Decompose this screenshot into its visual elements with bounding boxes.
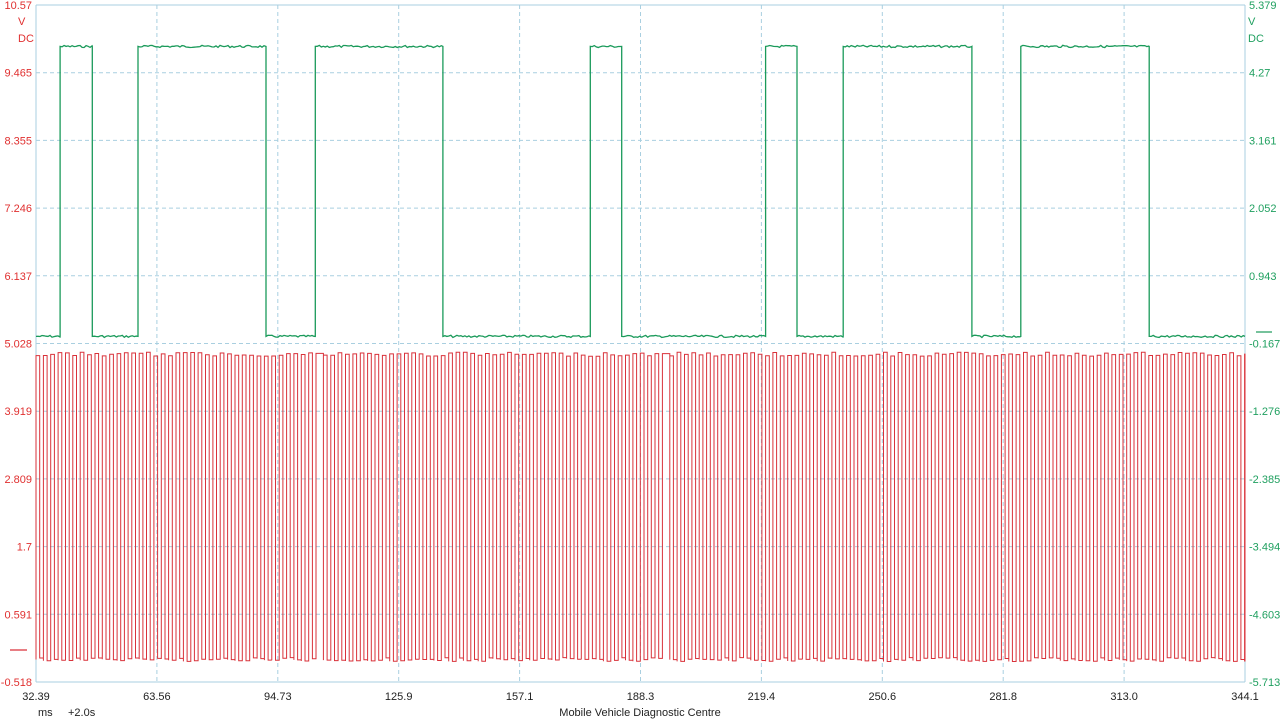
right-coupling-label: DC — [1248, 33, 1264, 45]
x-tick-label: 188.3 — [627, 691, 655, 703]
traces — [35, 44, 1246, 662]
right-tick-label: -0.167 — [1249, 339, 1280, 351]
x-tick-label: 63.56 — [143, 691, 171, 703]
left-tick-label: 6.137 — [4, 271, 32, 283]
ch2-trace — [35, 44, 1246, 339]
x-tick-label: 219.4 — [748, 691, 776, 703]
ch1-trace — [35, 351, 1246, 662]
left-tick-label: 8.355 — [4, 135, 32, 147]
x-tick-label: 313.0 — [1110, 691, 1138, 703]
right-tick-label: 3.161 — [1249, 135, 1277, 147]
left-tick-label: 9.465 — [4, 68, 32, 80]
left-tick-label: -0.518 — [1, 677, 32, 689]
right-tick-label: 5.379 — [1249, 0, 1277, 12]
right-unit-label: V — [1248, 16, 1256, 28]
x-tick-label: 125.9 — [385, 691, 413, 703]
right-tick-label: -4.603 — [1249, 609, 1280, 621]
right-tick-label: -2.385 — [1249, 474, 1280, 486]
left-coupling-label: DC — [18, 33, 34, 45]
left-tick-label: 0.591 — [4, 609, 32, 621]
left-tick-label: 5.028 — [4, 339, 32, 351]
right-tick-label: -5.713 — [1249, 677, 1280, 689]
x-tick-label: 157.1 — [506, 691, 534, 703]
x-tick-label: 94.73 — [264, 691, 292, 703]
x-tick-label: 344.1 — [1231, 691, 1259, 703]
x-units-label: ms — [38, 707, 53, 719]
left-tick-label: 10.57 — [4, 0, 32, 12]
x-offset-label: +2.0s — [68, 707, 96, 719]
x-tick-label: 281.8 — [989, 691, 1017, 703]
right-tick-label: 2.052 — [1249, 203, 1277, 215]
footer-credit: Mobile Vehicle Diagnostic Centre — [559, 707, 720, 719]
x-tick-label: 250.6 — [869, 691, 897, 703]
right-tick-label: -3.494 — [1249, 542, 1280, 554]
right-tick-label: -1.276 — [1249, 406, 1280, 418]
right-tick-label: 0.943 — [1249, 271, 1277, 283]
left-tick-label: 3.919 — [4, 406, 32, 418]
left-unit-label: V — [18, 16, 26, 28]
left-tick-label: 7.246 — [4, 203, 32, 215]
right-tick-label: 4.27 — [1249, 68, 1270, 80]
x-tick-label: 32.39 — [22, 691, 50, 703]
left-tick-label: 1.7 — [17, 542, 32, 554]
left-tick-label: 2.809 — [4, 474, 32, 486]
